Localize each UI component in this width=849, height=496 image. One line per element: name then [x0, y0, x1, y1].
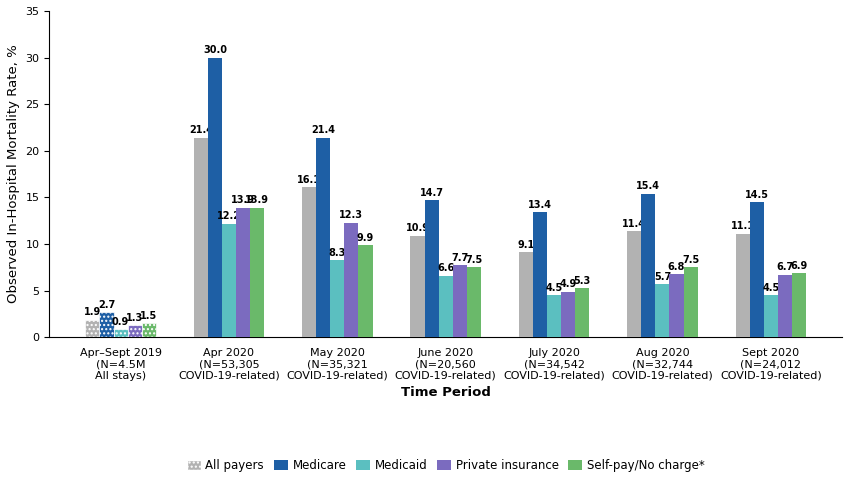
Bar — [208, 58, 222, 337]
Bar — [519, 252, 533, 337]
Bar — [547, 295, 561, 337]
Bar — [627, 231, 641, 337]
Bar — [99, 312, 114, 337]
Text: 4.5: 4.5 — [545, 283, 563, 293]
Bar — [561, 292, 576, 337]
Text: 0.9: 0.9 — [112, 316, 129, 326]
Text: 9.9: 9.9 — [357, 233, 374, 243]
Text: 7.5: 7.5 — [465, 255, 482, 265]
Text: 6.7: 6.7 — [776, 262, 794, 272]
Text: 5.7: 5.7 — [654, 272, 671, 282]
Text: 21.4: 21.4 — [312, 125, 335, 135]
Y-axis label: Observed In-Hospital Mortality Rate, %: Observed In-Hospital Mortality Rate, % — [7, 45, 20, 304]
Bar — [236, 208, 250, 337]
Bar — [330, 260, 345, 337]
Text: 6.8: 6.8 — [668, 261, 685, 271]
Bar — [792, 273, 806, 337]
Text: 7.5: 7.5 — [682, 255, 700, 265]
Bar — [641, 194, 655, 337]
Bar — [424, 200, 439, 337]
Text: 6.6: 6.6 — [437, 263, 454, 273]
Bar — [750, 202, 764, 337]
Text: 11.4: 11.4 — [622, 219, 646, 229]
Text: 5.3: 5.3 — [574, 276, 591, 286]
Bar — [410, 236, 424, 337]
Text: 14.5: 14.5 — [745, 190, 768, 200]
Bar — [453, 265, 467, 337]
Text: 13.4: 13.4 — [528, 200, 552, 210]
Bar — [316, 138, 330, 337]
Text: 13.9: 13.9 — [231, 195, 255, 205]
Text: 15.4: 15.4 — [637, 182, 661, 191]
Bar — [764, 295, 778, 337]
Bar — [467, 267, 481, 337]
Text: 21.4: 21.4 — [188, 125, 213, 135]
Bar — [194, 138, 208, 337]
Text: 4.5: 4.5 — [762, 283, 779, 293]
Text: 9.1: 9.1 — [517, 240, 535, 250]
Text: 13.9: 13.9 — [245, 195, 269, 205]
Bar — [302, 187, 316, 337]
Text: 14.7: 14.7 — [419, 188, 444, 198]
X-axis label: Time Period: Time Period — [401, 386, 491, 399]
Text: 10.9: 10.9 — [406, 223, 430, 233]
Text: 12.3: 12.3 — [340, 210, 363, 220]
Text: 1.3: 1.3 — [126, 313, 143, 323]
Text: 7.7: 7.7 — [451, 253, 469, 263]
Bar — [683, 267, 698, 337]
Bar — [345, 223, 358, 337]
Bar — [439, 276, 453, 337]
Bar — [576, 288, 589, 337]
Bar — [114, 329, 127, 337]
Bar — [670, 274, 683, 337]
Bar — [222, 224, 236, 337]
Text: 12.2: 12.2 — [217, 211, 241, 221]
Text: 30.0: 30.0 — [203, 45, 227, 55]
Bar — [250, 208, 264, 337]
Text: 16.1: 16.1 — [297, 175, 321, 185]
Bar — [142, 323, 156, 337]
Bar — [127, 325, 142, 337]
Text: 1.9: 1.9 — [84, 307, 101, 317]
Text: 8.3: 8.3 — [329, 248, 346, 257]
Text: 4.9: 4.9 — [559, 279, 576, 289]
Bar — [655, 284, 670, 337]
Text: 2.7: 2.7 — [98, 300, 115, 310]
Text: 1.5: 1.5 — [140, 311, 157, 321]
Legend: All payers, Medicare, Medicaid, Private insurance, Self-pay/No charge*: All payers, Medicare, Medicaid, Private … — [182, 454, 710, 477]
Bar — [778, 275, 792, 337]
Text: 11.1: 11.1 — [731, 221, 755, 232]
Text: 6.9: 6.9 — [790, 260, 807, 271]
Bar — [86, 319, 99, 337]
Bar — [533, 212, 547, 337]
Bar — [735, 234, 750, 337]
Bar — [358, 245, 373, 337]
